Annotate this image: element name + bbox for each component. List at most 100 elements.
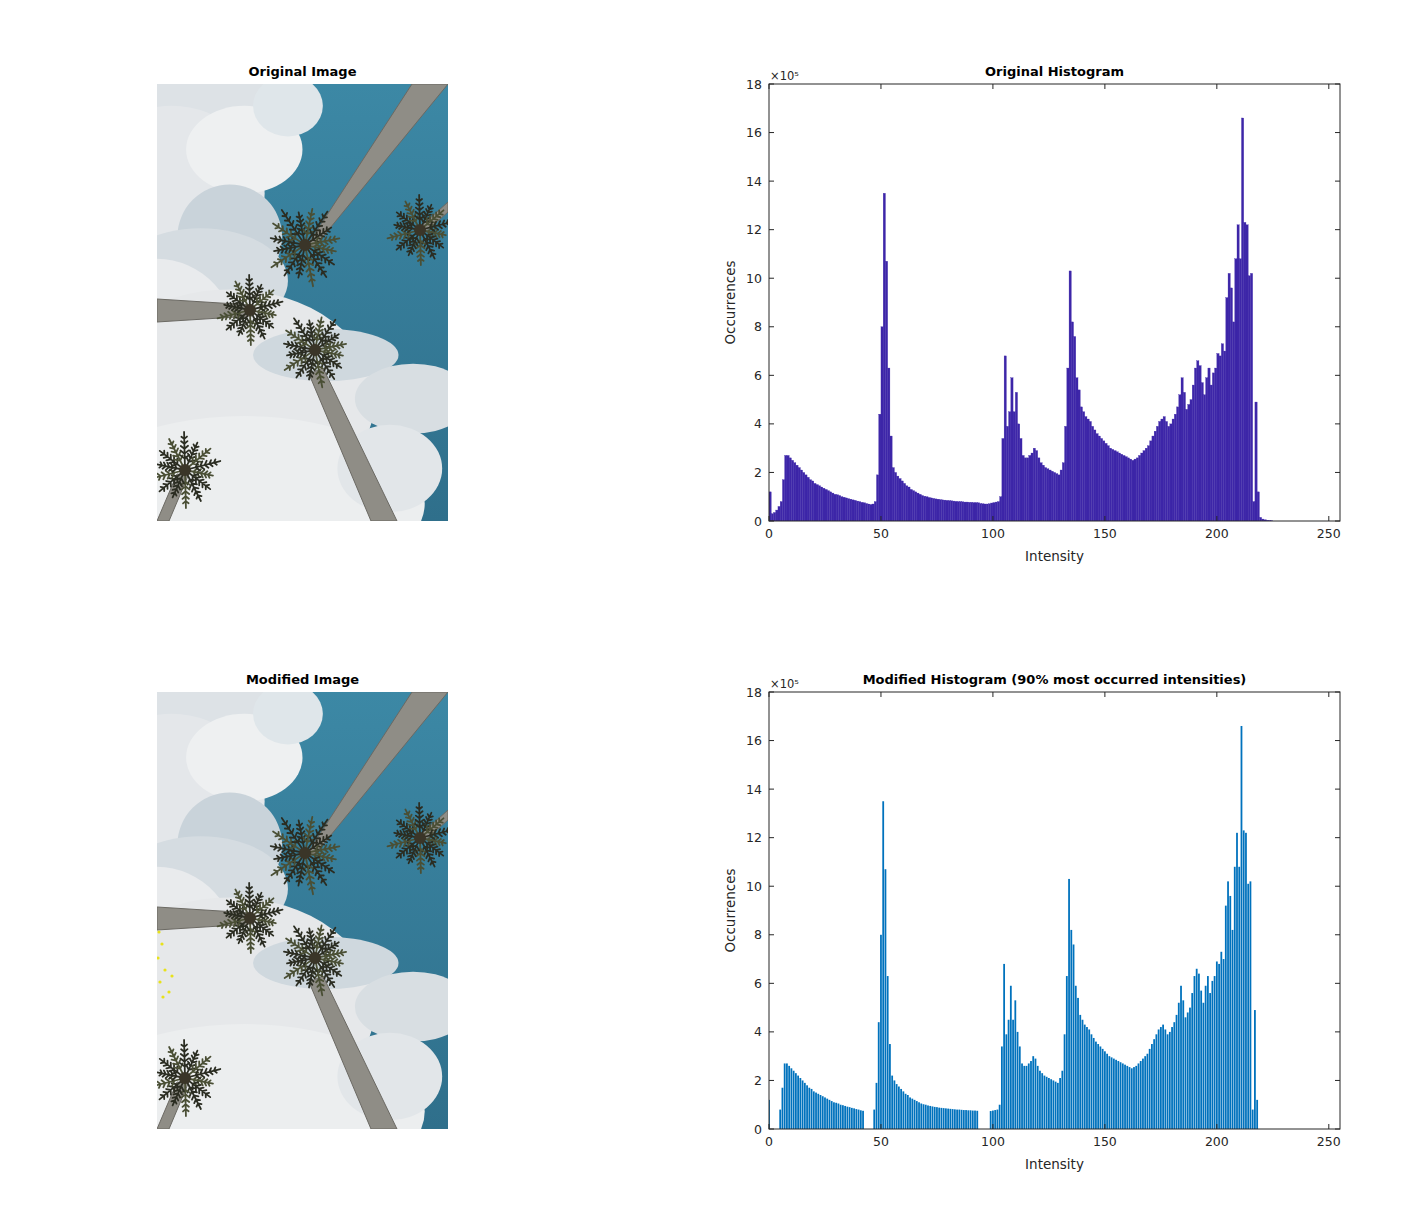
x-tick	[880, 516, 881, 521]
bar	[1149, 1049, 1151, 1129]
histogram-bar	[1047, 469, 1049, 521]
y-tick-label: 6	[754, 368, 762, 383]
bar	[1028, 1063, 1030, 1129]
histogram-bar	[962, 502, 964, 521]
x-tick-top	[992, 84, 993, 89]
axes-frame	[769, 84, 1340, 521]
x-tick-top	[769, 692, 770, 697]
bar	[1140, 1061, 1142, 1129]
histogram-bar	[865, 504, 867, 521]
y-tick-right	[1335, 1129, 1340, 1130]
y-tick-right	[1335, 934, 1340, 935]
y-tick	[769, 837, 774, 838]
bar	[1012, 1020, 1014, 1129]
histogram-bar	[1121, 454, 1123, 521]
histogram-bar	[1082, 412, 1084, 521]
histogram-bar	[782, 480, 784, 521]
y-tick-right	[1335, 132, 1340, 133]
bar	[1111, 1057, 1113, 1129]
bar	[811, 1089, 813, 1129]
x-tick-label: 50	[873, 526, 889, 541]
y-tick	[769, 789, 774, 790]
y-tick	[769, 229, 774, 230]
histogram-bar	[1253, 502, 1255, 521]
x-tick-label: 200	[1205, 1134, 1229, 1149]
x-tick	[992, 516, 993, 521]
x-tick-top	[992, 692, 993, 697]
x-tick-top	[1104, 84, 1105, 89]
bar	[860, 1110, 862, 1129]
bar	[1236, 833, 1238, 1129]
histogram-bar	[892, 468, 894, 521]
bar	[1131, 1068, 1133, 1129]
histogram-bar	[988, 504, 990, 521]
histogram-bar	[930, 498, 932, 521]
bar	[1048, 1078, 1050, 1129]
histogram-bar	[984, 504, 986, 521]
histogram-bar	[1212, 373, 1214, 521]
histogram-bar	[921, 496, 923, 521]
bar	[1066, 976, 1068, 1129]
artifact-dot	[157, 956, 160, 959]
bar	[1176, 1015, 1178, 1129]
bar	[941, 1108, 943, 1129]
x-tick	[1328, 1124, 1329, 1129]
x-tick-label: 100	[981, 1134, 1005, 1149]
y-tick	[769, 375, 774, 376]
bar	[849, 1107, 851, 1129]
bar	[813, 1091, 815, 1129]
bar	[1151, 1044, 1153, 1129]
bar	[1133, 1067, 1135, 1129]
bar	[838, 1104, 840, 1129]
bar	[1169, 1032, 1171, 1129]
bar	[1234, 867, 1236, 1129]
bar	[1037, 1066, 1039, 1129]
histogram-bar	[1116, 452, 1118, 521]
bar	[1064, 1034, 1066, 1129]
histogram-bar	[852, 500, 854, 521]
histogram-bar	[1087, 419, 1089, 521]
y-tick-right	[1335, 837, 1340, 838]
image-title: Modified Image	[246, 672, 359, 687]
y-tick-label: 2	[754, 465, 762, 480]
y-tick-label: 12	[746, 830, 762, 845]
x-tick-label: 150	[1093, 526, 1117, 541]
bar	[1180, 986, 1182, 1129]
palm-trunk	[309, 368, 397, 521]
histogram-bar	[1056, 474, 1058, 521]
histogram-bar	[821, 487, 823, 521]
bar	[936, 1107, 938, 1129]
y-tick-right	[1335, 1031, 1340, 1032]
bar	[920, 1104, 922, 1129]
cloud	[253, 692, 323, 744]
histogram-bar	[1244, 222, 1246, 521]
bar	[782, 1088, 784, 1129]
histogram-bar	[1136, 458, 1138, 521]
x-tick-top	[1216, 692, 1217, 697]
histogram-bar	[1172, 419, 1174, 521]
bar	[997, 1110, 999, 1129]
histogram-bar	[1080, 407, 1082, 521]
histogram-bar	[924, 496, 926, 521]
x-tick-top	[1104, 692, 1105, 697]
histogram-bar	[856, 501, 858, 521]
bar	[1050, 1079, 1052, 1129]
x-tick-label: 150	[1093, 1134, 1117, 1149]
histogram-bar	[1210, 385, 1212, 521]
histogram-bar	[778, 506, 780, 521]
background	[0, 0, 1415, 1224]
histogram-bar	[1235, 259, 1237, 521]
histogram-bar	[1029, 455, 1031, 521]
bar	[878, 1022, 880, 1129]
bar	[790, 1068, 792, 1129]
bar	[1102, 1049, 1104, 1129]
histogram-bar	[1203, 395, 1205, 521]
bar	[889, 1044, 891, 1129]
y-tick-label: 6	[754, 976, 762, 991]
bar	[990, 1111, 992, 1129]
histogram-bar	[787, 455, 789, 521]
bar	[905, 1094, 907, 1129]
x-tick	[1216, 516, 1217, 521]
histogram-bar	[1194, 368, 1196, 521]
bar	[1243, 830, 1245, 1129]
